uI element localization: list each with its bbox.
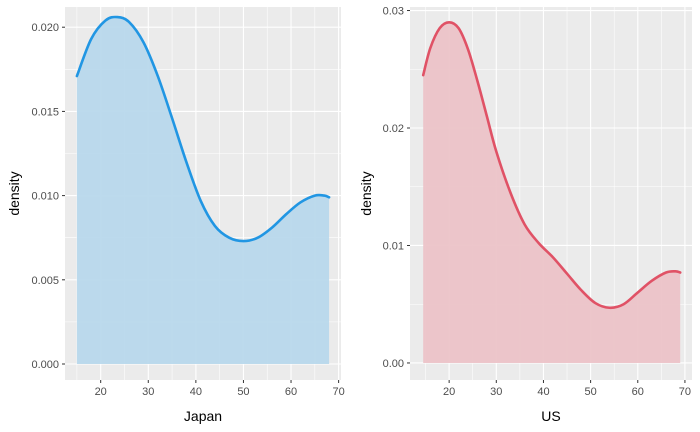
y-tick-label: 0.000 bbox=[31, 359, 59, 371]
density-area bbox=[76, 16, 330, 365]
density-line bbox=[421, 20, 682, 310]
x-tick-label: 70 bbox=[679, 386, 691, 398]
japan-density-chart: 20 30 40 50 60 70 0.000 0.005 0.010 0.015 0.020 Jap… bbox=[6, 7, 345, 424]
x-axis-title: US bbox=[541, 408, 560, 424]
x-tick-label: 40 bbox=[537, 386, 549, 398]
x-tick-label: 20 bbox=[443, 386, 455, 398]
y-tick-label: 0.015 bbox=[31, 106, 59, 118]
us-density-chart: 20 30 40 50 60 70 0.00 0.01 0.02 0.03 US density bbox=[358, 6, 692, 424]
density-line bbox=[75, 15, 331, 243]
x-tick-label: 60 bbox=[632, 386, 644, 398]
density-area bbox=[423, 22, 681, 363]
y-tick-label: 0.01 bbox=[383, 240, 404, 252]
y-tick-label: 0.005 bbox=[31, 275, 59, 287]
x-tick-label: 20 bbox=[95, 386, 107, 398]
x-tick-label: 50 bbox=[237, 386, 249, 398]
y-tick-label: 0.02 bbox=[383, 123, 404, 135]
x-tick-label: 30 bbox=[490, 386, 502, 398]
x-tick-label: 50 bbox=[584, 386, 596, 398]
y-tick-label: 0.010 bbox=[31, 191, 59, 203]
x-tick-label: 40 bbox=[190, 386, 202, 398]
y-axis-title: density bbox=[6, 171, 22, 215]
x-axis-title: Japan bbox=[184, 408, 222, 424]
y-tick-label: 0.00 bbox=[383, 358, 404, 370]
y-tick-label: 0.03 bbox=[383, 6, 404, 18]
x-tick-label: 30 bbox=[142, 386, 154, 398]
x-tick-label: 60 bbox=[285, 386, 297, 398]
y-tick-label: 0.020 bbox=[31, 22, 59, 34]
x-tick-label: 70 bbox=[332, 386, 344, 398]
y-axis-title: density bbox=[358, 171, 374, 215]
